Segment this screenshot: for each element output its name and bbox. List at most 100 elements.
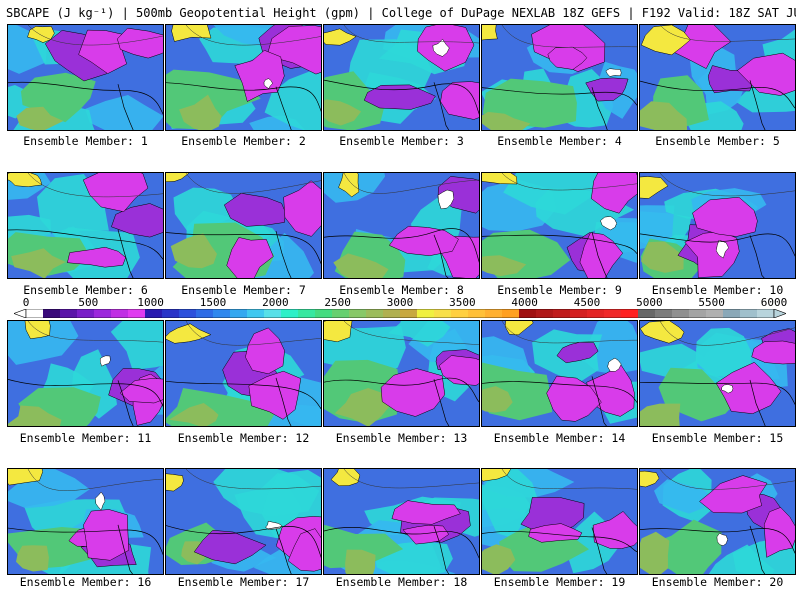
colorbar-tick-label: 5000 [636,296,663,309]
ensemble-map-11 [7,320,164,427]
ensemble-member-caption: Ensemble Member: 15 [651,431,784,445]
colorbar-tick-label: 3500 [449,296,476,309]
cape-field-map [8,469,163,574]
colorbar-tick-label: 2000 [262,296,289,309]
colorbar-segment [162,309,180,318]
cape-field-map [166,173,321,278]
colorbar-segment [553,309,571,318]
ensemble-member-caption: Ensemble Member: 18 [335,575,468,589]
colorbar-tick-label: 0 [22,296,30,309]
ensemble-map-12 [165,320,322,427]
colorbar-segment [434,309,452,318]
colorbar-segment [281,309,299,318]
ensemble-map-16 [7,468,164,575]
cape-field-map [166,25,321,130]
ensemble-map-14 [481,320,638,427]
cape-field-map [166,469,321,574]
colorbar-segment [502,309,520,318]
colorbar-segment [128,309,146,318]
colorbar-segment [315,309,333,318]
ensemble-member-caption: Ensemble Member: 6 [23,283,148,297]
colorbar-segment [723,309,741,318]
ensemble-member-caption: Ensemble Member: 5 [655,134,780,148]
cape-field-map [640,321,795,426]
ensemble-map-15 [639,320,796,427]
colorbar-tick-label: 6000 [760,296,788,309]
colorbar-segment [298,309,316,318]
ensemble-map-3 [323,24,480,131]
ensemble-map-13 [323,320,480,427]
colorbar-tick-label: 3000 [386,296,414,309]
colorbar-segment [570,309,588,318]
colorbar-segment [757,309,775,318]
colorbar-tick-label: 2500 [324,296,351,309]
colorbar-segment [740,309,758,318]
colorbar-segment [485,309,503,318]
ensemble-map-5 [639,24,796,131]
cape-field-map [324,25,479,130]
cape-field-map [324,321,479,426]
cape-field-map [8,173,163,278]
cape-field-map [8,25,163,130]
ensemble-map-6 [7,172,164,279]
ensemble-member-caption: Ensemble Member: 17 [177,575,310,589]
colorbar-segment [145,309,163,318]
ensemble-map-4 [481,24,638,131]
cape-field-map [324,469,479,574]
colorbar-tick-label: 500 [78,296,99,309]
cape-field-map [482,321,637,426]
cape-field-map [640,25,795,130]
ensemble-map-8 [323,172,480,279]
cape-field-map [640,173,795,278]
ensemble-map-19 [481,468,638,575]
map-header-title: SBCAPE (J kg⁻¹) | 500mb Geopotential Hei… [6,6,796,20]
ensemble-member-caption: Ensemble Member: 13 [335,431,468,445]
colorbar-segment [689,309,707,318]
colorbar-segment [621,309,639,318]
ensemble-member-caption: Ensemble Member: 2 [181,134,306,148]
colorbar-segment [264,309,282,318]
ensemble-map-7 [165,172,322,279]
colorbar-segment [383,309,401,318]
colorbar-segment [400,309,418,318]
colorbar-segment [638,309,656,318]
cape-field-map [640,469,795,574]
ensemble-map-10 [639,172,796,279]
colorbar-segment [468,309,486,318]
colorbar-segment [587,309,605,318]
colorbar-segment [111,309,129,318]
colorbar-segment [519,309,537,318]
ensemble-member-caption: Ensemble Member: 14 [493,431,626,445]
colorbar-segment [451,309,469,318]
colorbar-segment [366,309,384,318]
colorbar-segment [230,309,248,318]
colorbar-segment [655,309,673,318]
colorbar-segment [60,309,78,318]
ensemble-member-caption: Ensemble Member: 8 [339,283,464,297]
colorbar-segment [196,309,214,318]
cape-field-map [8,321,163,426]
colorbar-segment [247,309,265,318]
colorbar-segment [213,309,231,318]
colorbar-tick-label: 4500 [573,296,601,309]
ensemble-map-1 [7,24,164,131]
cape-field-map [482,25,637,130]
ensemble-map-18 [323,468,480,575]
ensemble-member-caption: Ensemble Member: 4 [497,134,622,148]
ensemble-member-caption: Ensemble Member: 20 [651,575,784,589]
colorbar-segment [43,309,61,318]
cape-field-map [166,321,321,426]
colorbar [14,309,786,318]
ensemble-map-9 [481,172,638,279]
colorbar-segment [77,309,95,318]
colorbar-segment [179,309,197,318]
colorbar-segment [706,309,724,318]
colorbar-segment [26,309,44,318]
ensemble-member-caption: Ensemble Member: 16 [19,575,152,589]
ensemble-map-2 [165,24,322,131]
colorbar-tick-label: 4000 [511,296,538,309]
colorbar-tick-label: 1000 [137,296,164,309]
colorbar-tick-labels: 0 500 1000 1500 2000 2500 3000 3500 4000 4500 5000… [0,297,800,309]
ensemble-map-20 [639,468,796,575]
colorbar-tick-label: 1500 [199,296,227,309]
